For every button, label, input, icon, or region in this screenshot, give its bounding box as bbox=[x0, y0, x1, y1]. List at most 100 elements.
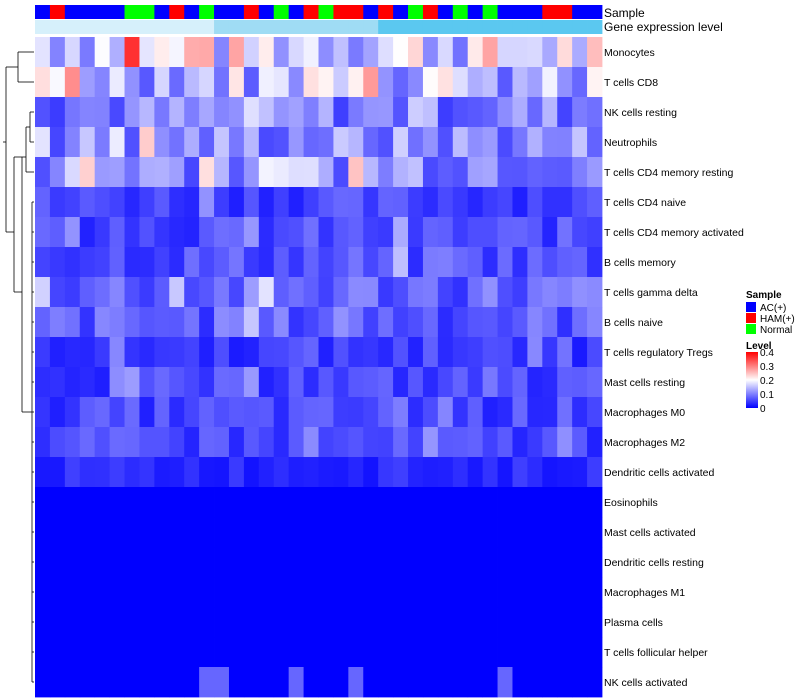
heatmap-cell bbox=[363, 67, 379, 98]
sample-legend-label: AC(+) bbox=[760, 303, 786, 314]
heatmap-cell bbox=[184, 97, 200, 128]
heatmap-cell bbox=[333, 187, 349, 218]
heatmap-cell bbox=[273, 187, 290, 218]
heatmap-cell bbox=[49, 217, 66, 248]
heatmap-cell bbox=[318, 187, 334, 218]
heatmap-cell bbox=[228, 187, 245, 218]
heatmap-cell bbox=[35, 667, 51, 698]
sample-annotation-cell bbox=[542, 5, 558, 19]
sample-legend-title: Sample bbox=[746, 290, 782, 301]
heatmap-cell bbox=[258, 277, 275, 308]
heatmap-cell bbox=[348, 277, 364, 308]
heatmap-cell bbox=[527, 217, 543, 248]
heatmap-cell bbox=[467, 307, 484, 338]
heatmap-cell bbox=[169, 427, 185, 458]
heatmap-cell bbox=[124, 397, 140, 428]
heatmap-cell bbox=[199, 667, 215, 698]
heatmap-cell bbox=[437, 487, 454, 518]
heatmap-cell bbox=[378, 67, 394, 98]
heatmap-cell bbox=[124, 277, 140, 308]
heatmap-cell bbox=[542, 667, 558, 698]
heatmap-cell bbox=[318, 37, 334, 68]
gene-annotation-cell bbox=[557, 20, 573, 34]
heatmap-cell bbox=[49, 637, 66, 668]
heatmap-cell bbox=[378, 337, 394, 368]
sample-annotation-cell bbox=[273, 5, 290, 19]
heatmap-cell bbox=[169, 187, 185, 218]
heatmap-cell bbox=[303, 157, 319, 188]
heatmap-cell bbox=[273, 667, 290, 698]
heatmap-cell bbox=[378, 307, 394, 338]
heatmap-cell bbox=[288, 607, 304, 638]
heatmap-cell bbox=[363, 187, 379, 218]
heatmap-cell bbox=[512, 217, 528, 248]
sample-annotation-cell bbox=[124, 5, 140, 19]
heatmap-cell bbox=[154, 127, 170, 158]
sample-annotation-label: Sample bbox=[604, 6, 645, 20]
row-label: Macrophages M1 bbox=[604, 587, 685, 599]
heatmap-cell bbox=[527, 277, 543, 308]
heatmap-cell bbox=[199, 97, 215, 128]
heatmap-cell bbox=[408, 127, 424, 158]
heatmap-cell bbox=[557, 97, 573, 128]
heatmap-cell bbox=[169, 457, 185, 488]
heatmap-cell bbox=[228, 37, 245, 68]
heatmap-cell bbox=[333, 247, 349, 278]
heatmap-cell bbox=[94, 517, 111, 548]
heatmap-cell bbox=[94, 127, 111, 158]
heatmap-cell bbox=[393, 97, 409, 128]
heatmap-cell bbox=[587, 277, 603, 308]
heatmap-cell bbox=[303, 97, 319, 128]
heatmap-cell bbox=[243, 307, 260, 338]
heatmap-cell bbox=[437, 667, 454, 698]
heatmap-cell bbox=[393, 157, 409, 188]
heatmap-cell bbox=[94, 367, 111, 398]
heatmap-cell bbox=[378, 637, 394, 668]
heatmap-cell bbox=[64, 607, 81, 638]
heatmap-cell bbox=[363, 157, 379, 188]
heatmap-cell bbox=[467, 487, 484, 518]
heatmap-cell bbox=[572, 607, 588, 638]
heatmap-cell bbox=[512, 457, 528, 488]
heatmap-cell bbox=[467, 187, 484, 218]
heatmap-cell bbox=[393, 427, 409, 458]
heatmap-cell bbox=[273, 97, 290, 128]
heatmap-cell bbox=[393, 37, 409, 68]
heatmap-cell bbox=[139, 187, 155, 218]
heatmap-cell bbox=[49, 307, 66, 338]
heatmap-cell bbox=[497, 487, 513, 518]
heatmap-cell bbox=[437, 637, 454, 668]
heatmap-cell bbox=[587, 97, 603, 128]
heatmap-cell bbox=[288, 337, 304, 368]
heatmap-cell bbox=[79, 607, 96, 638]
heatmap-cell bbox=[169, 487, 185, 518]
heatmap-cell bbox=[154, 217, 170, 248]
heatmap-cell bbox=[214, 37, 230, 68]
heatmap-cell bbox=[49, 487, 66, 518]
heatmap-cell bbox=[303, 127, 319, 158]
heatmap-cell bbox=[169, 157, 185, 188]
heatmap-cell bbox=[572, 427, 588, 458]
heatmap-cell bbox=[64, 217, 81, 248]
heatmap-cell bbox=[273, 37, 290, 68]
row-label: Mast cells resting bbox=[604, 377, 685, 389]
heatmap-cell bbox=[109, 577, 125, 608]
heatmap-cell bbox=[154, 547, 170, 578]
sample-annotation-cell bbox=[303, 5, 319, 19]
heatmap-cell bbox=[243, 457, 260, 488]
heatmap-cell bbox=[228, 457, 245, 488]
heatmap-cell bbox=[184, 217, 200, 248]
sample-annotation-cell bbox=[587, 5, 603, 19]
heatmap-cell bbox=[184, 367, 200, 398]
heatmap-cell bbox=[184, 247, 200, 278]
level-legend-colorbar bbox=[746, 352, 758, 408]
heatmap-cell bbox=[243, 607, 260, 638]
heatmap-cell bbox=[378, 247, 394, 278]
heatmap-cell bbox=[482, 97, 498, 128]
heatmap-cell bbox=[49, 517, 66, 548]
heatmap-cell bbox=[228, 277, 245, 308]
gene-annotation-cell bbox=[49, 20, 66, 34]
heatmap-cell bbox=[587, 547, 603, 578]
heatmap-cell bbox=[258, 247, 275, 278]
heatmap-cell bbox=[572, 277, 588, 308]
